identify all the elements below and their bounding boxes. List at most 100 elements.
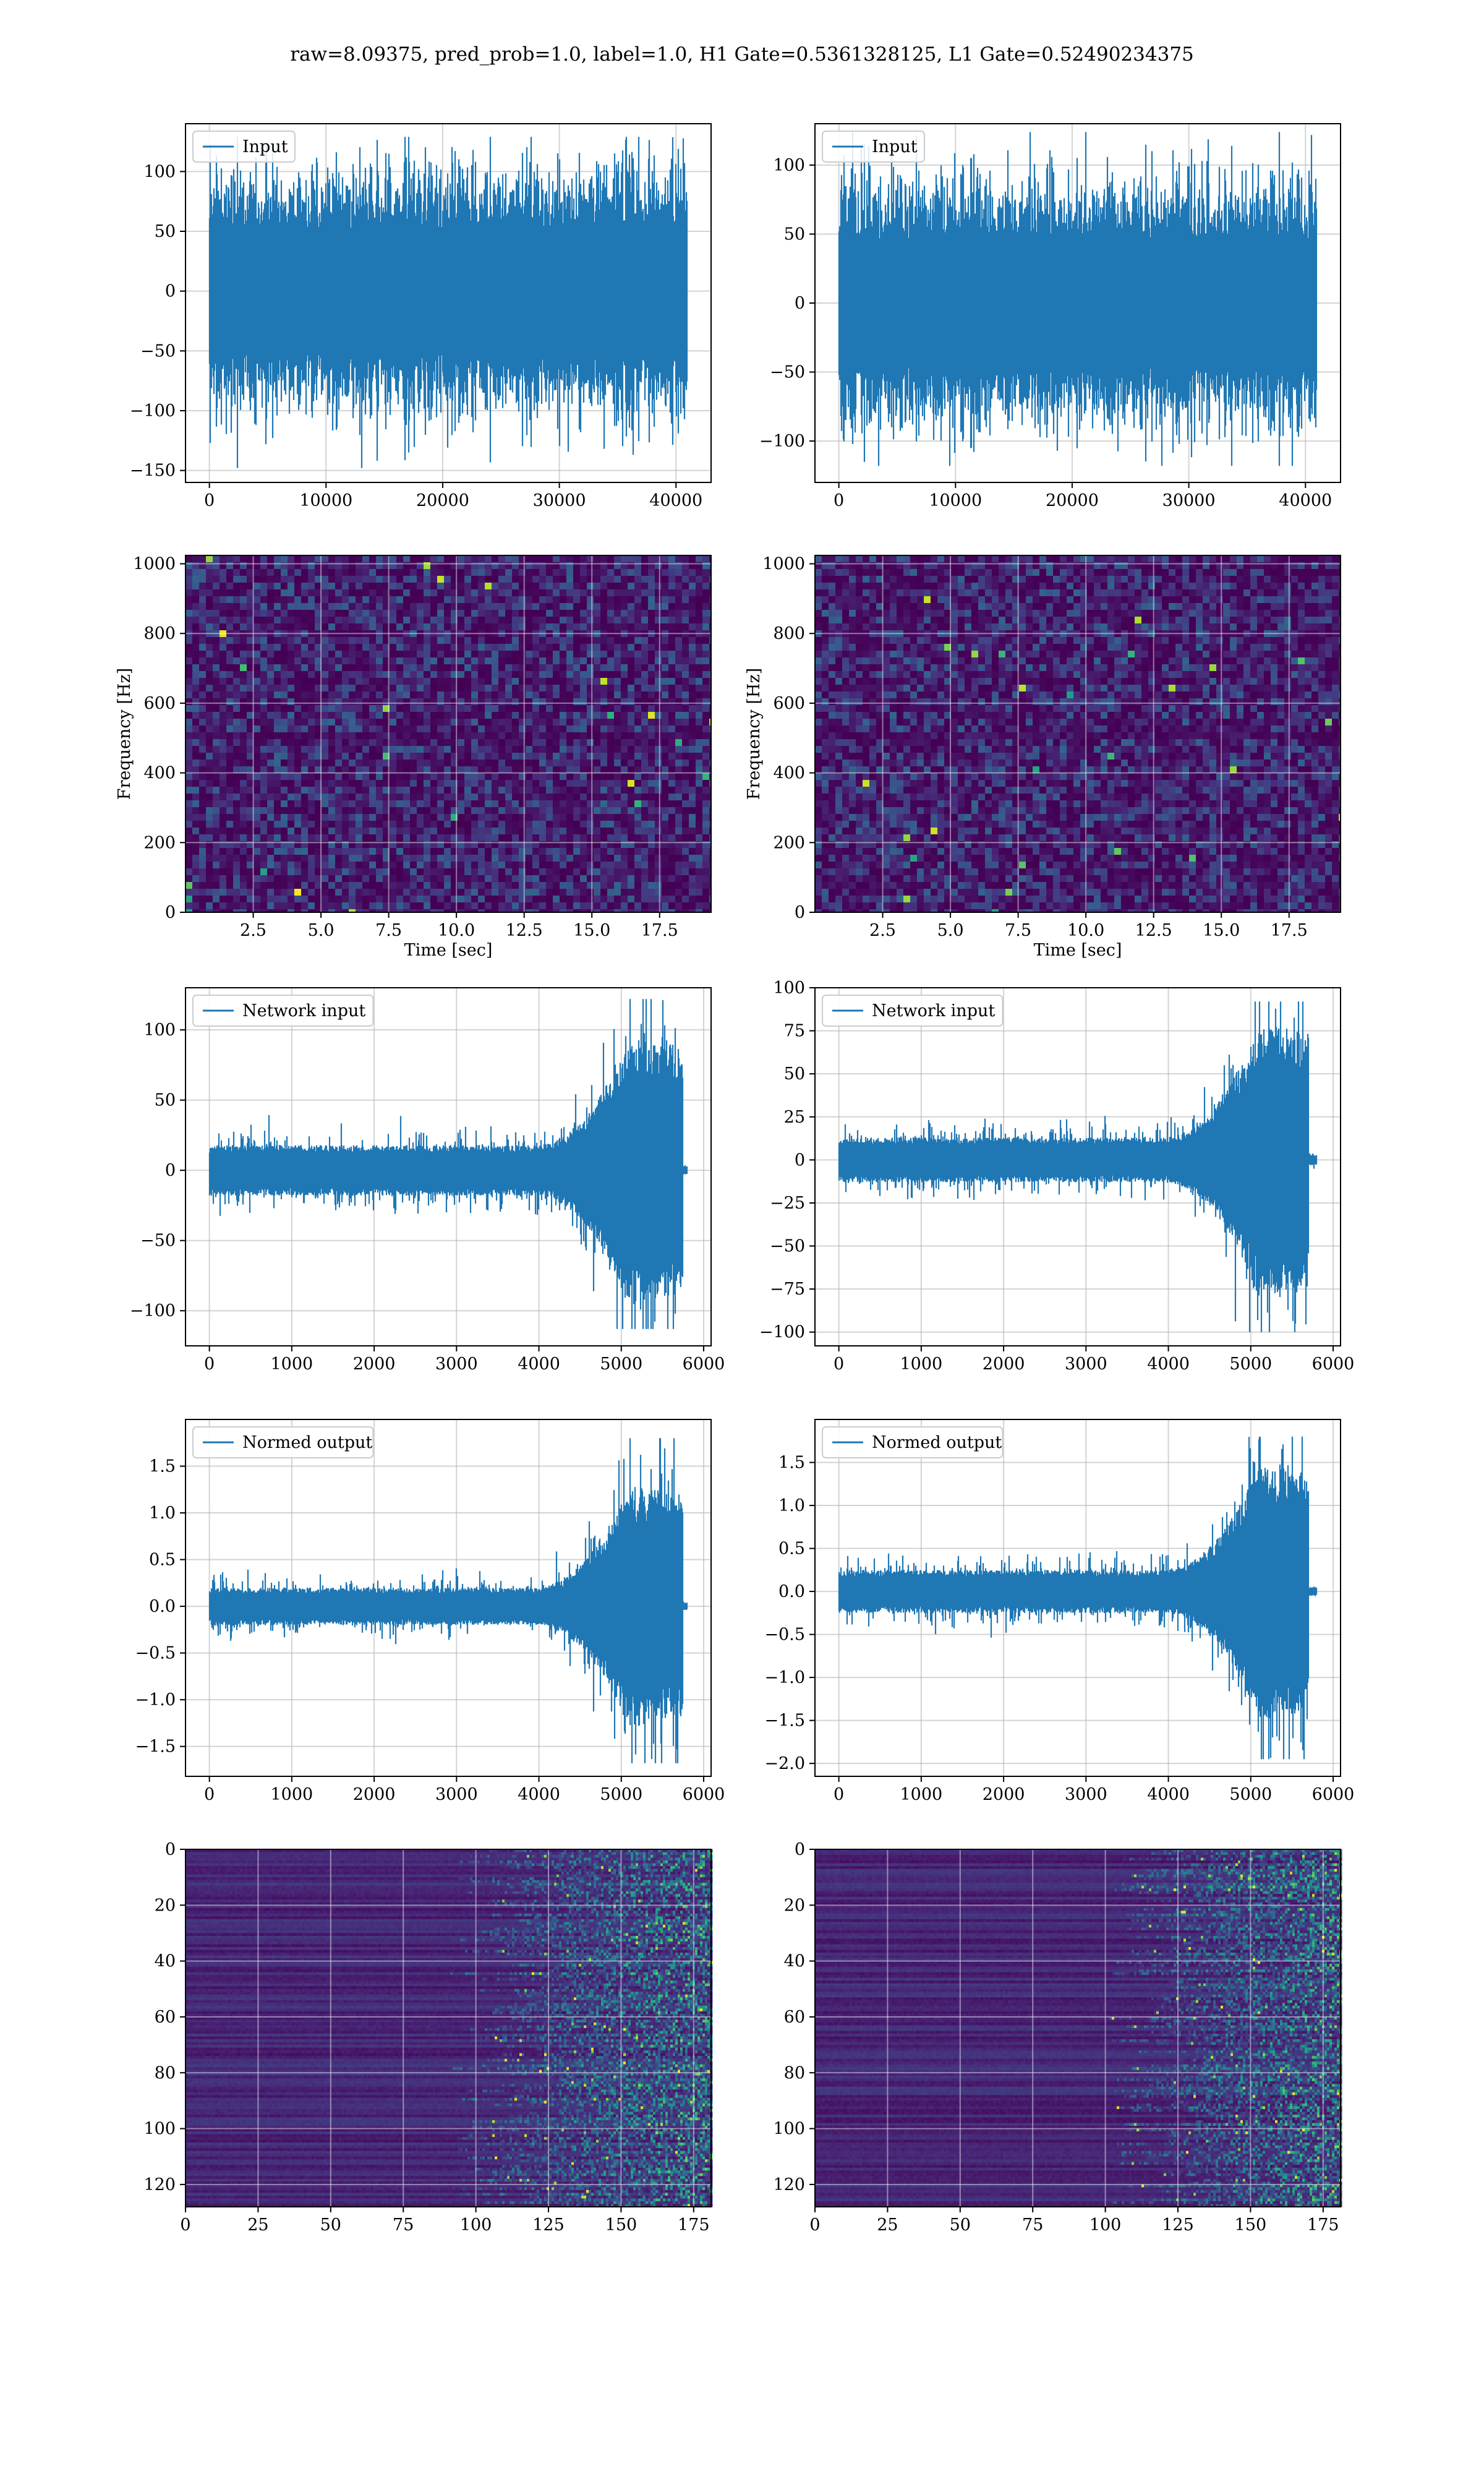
- spectrogram-cell: [634, 739, 641, 746]
- spectrogram-cell: [580, 726, 587, 732]
- spectrogram-cell: [444, 671, 451, 678]
- spectrogram-cell: [498, 617, 505, 623]
- spectrogram-cell: [288, 671, 294, 678]
- spectrogram-cell: [485, 739, 492, 746]
- spectrogram-cell: [539, 657, 546, 664]
- spectrogram-cell: [492, 576, 498, 583]
- spectrogram-cell: [621, 617, 628, 623]
- spectrogram-cell: [553, 576, 560, 583]
- spectrogram-cell: [634, 583, 641, 589]
- spectrogram-cell: [437, 705, 444, 712]
- spectrogram-cell: [233, 746, 240, 753]
- spectrogram-cell: [376, 603, 383, 610]
- spectrogram-cell: [498, 603, 505, 610]
- spectrogram-cell: [403, 610, 410, 617]
- spectrogram-cell: [478, 617, 485, 623]
- spectrogram-cell: [607, 644, 614, 651]
- spectrogram-cell: [274, 644, 281, 651]
- spectrogram-cell: [247, 555, 254, 562]
- spectrogram-cell: [512, 760, 519, 766]
- spectrogram-cell: [206, 610, 213, 617]
- spectrogram-cell: [634, 766, 641, 773]
- spectrogram-cell: [369, 623, 376, 630]
- spectrogram-cell: [600, 583, 607, 589]
- spectrogram-cell: [553, 678, 560, 685]
- spectrogram-cell: [614, 569, 621, 576]
- spectrogram-cell: [634, 671, 641, 678]
- spectrogram-cell: [662, 664, 668, 671]
- spectrogram-cell: [213, 569, 220, 576]
- spectrogram-cell: [206, 555, 213, 562]
- spectrogram-cell: [471, 664, 478, 671]
- spectrogram-cell: [675, 705, 682, 712]
- spectrogram-cell: [301, 576, 308, 583]
- spectrogram-cell: [417, 623, 424, 630]
- spectrogram-cell: [301, 610, 308, 617]
- spectrogram-cell: [573, 732, 580, 739]
- spectrogram-cell: [301, 678, 308, 685]
- spectrogram-cell: [587, 596, 594, 603]
- spectrogram-cell: [478, 637, 485, 644]
- spectrogram-cell: [675, 739, 682, 746]
- spectrogram-cell: [662, 685, 668, 691]
- spectrogram-cell: [294, 712, 301, 719]
- spectrogram-cell: [430, 657, 437, 664]
- spectrogram-cell: [369, 760, 376, 766]
- spectrogram-cell: [648, 698, 655, 705]
- spectrogram-cell: [505, 698, 512, 705]
- spectrogram-cell: [362, 726, 369, 732]
- spectrogram-cell: [580, 617, 587, 623]
- spectrogram-cell: [478, 657, 485, 664]
- spectrogram-cell: [213, 766, 220, 773]
- spectrogram-cell: [512, 555, 519, 562]
- spectrogram-cell: [247, 685, 254, 691]
- spectrogram-cell: [614, 698, 621, 705]
- spectrogram-cell: [410, 739, 417, 746]
- spectrogram-cell: [614, 583, 621, 589]
- spectrogram-cell: [213, 657, 220, 664]
- spectrogram-cell: [655, 698, 662, 705]
- spectrogram-cell: [254, 705, 260, 712]
- spectrogram-cell: [424, 712, 430, 719]
- spectrogram-cell: [464, 555, 471, 562]
- spectrogram-cell: [288, 589, 294, 596]
- spectrogram-cell: [594, 691, 600, 698]
- spectrogram-cell: [328, 712, 335, 719]
- spectrogram-cell: [369, 651, 376, 657]
- spectrogram-cell: [526, 691, 532, 698]
- spectrogram-cell: [641, 719, 648, 726]
- spectrogram-cell: [546, 589, 553, 596]
- spectrogram-cell: [417, 685, 424, 691]
- spectrogram-cell: [505, 644, 512, 651]
- spectrogram-cell: [260, 583, 267, 589]
- spectrogram-cell: [689, 583, 696, 589]
- spectrogram-cell: [301, 726, 308, 732]
- spectrogram-cell: [464, 698, 471, 705]
- spectrogram-cell: [328, 664, 335, 671]
- spectrogram-cell: [260, 610, 267, 617]
- spectrogram-cell: [539, 760, 546, 766]
- spectrogram-cell: [362, 732, 369, 739]
- spectrogram-cell: [498, 698, 505, 705]
- spectrogram-cell: [492, 657, 498, 664]
- spectrogram-cell: [281, 671, 288, 678]
- spectrogram-cell: [566, 739, 573, 746]
- spectrogram-cell: [247, 705, 254, 712]
- spectrogram-cell: [294, 623, 301, 630]
- spectrogram-cell: [240, 753, 247, 760]
- spectrogram-cell: [294, 589, 301, 596]
- spectrogram-cell: [668, 678, 675, 685]
- spectrogram-cell: [226, 712, 233, 719]
- spectrogram-cell: [396, 589, 403, 596]
- spectrogram-cell: [328, 719, 335, 726]
- spectrogram-cell: [376, 589, 383, 596]
- spectrogram-cell: [573, 644, 580, 651]
- spectrogram-cell: [702, 705, 709, 712]
- spectrogram-cell: [356, 691, 362, 698]
- spectrogram-cell: [403, 685, 410, 691]
- spectrogram-cell: [233, 705, 240, 712]
- spectrogram-cell: [594, 746, 600, 753]
- spectrogram-cell: [702, 746, 709, 753]
- spectrogram-cell: [648, 664, 655, 671]
- spectrogram-cell: [301, 603, 308, 610]
